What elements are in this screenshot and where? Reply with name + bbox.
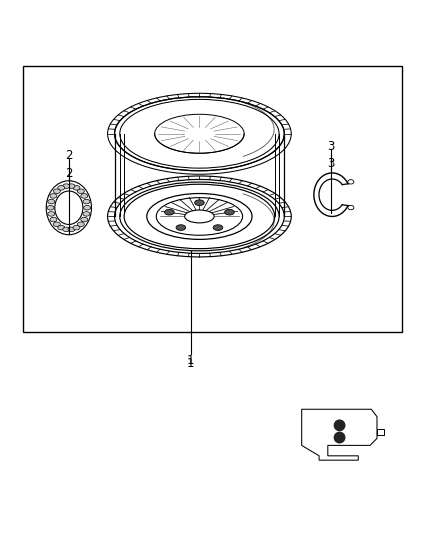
Ellipse shape: [81, 193, 88, 198]
Ellipse shape: [63, 184, 70, 188]
Ellipse shape: [124, 184, 275, 249]
Ellipse shape: [213, 225, 223, 230]
Ellipse shape: [47, 206, 54, 210]
Ellipse shape: [156, 198, 243, 235]
Text: 1: 1: [187, 353, 194, 367]
Ellipse shape: [58, 225, 65, 230]
Text: 3: 3: [328, 157, 335, 170]
Ellipse shape: [50, 217, 57, 222]
Ellipse shape: [73, 185, 80, 190]
Ellipse shape: [48, 199, 55, 204]
Ellipse shape: [68, 184, 75, 188]
Ellipse shape: [194, 200, 204, 206]
Ellipse shape: [83, 212, 90, 216]
Text: 3: 3: [328, 140, 335, 154]
Ellipse shape: [68, 227, 75, 232]
Ellipse shape: [155, 114, 244, 154]
Ellipse shape: [225, 209, 234, 215]
Ellipse shape: [185, 210, 214, 223]
Ellipse shape: [81, 217, 88, 222]
Ellipse shape: [73, 225, 80, 230]
Ellipse shape: [176, 225, 186, 230]
Polygon shape: [302, 409, 377, 460]
Ellipse shape: [147, 193, 252, 239]
Ellipse shape: [53, 222, 60, 227]
Text: 2: 2: [65, 149, 73, 162]
Ellipse shape: [83, 199, 90, 204]
Ellipse shape: [78, 189, 85, 193]
Ellipse shape: [46, 181, 92, 235]
Ellipse shape: [58, 185, 65, 190]
Ellipse shape: [115, 97, 284, 171]
Circle shape: [334, 420, 345, 431]
Ellipse shape: [50, 193, 57, 198]
Bar: [23, 66, 402, 332]
Polygon shape: [377, 429, 385, 435]
Ellipse shape: [348, 180, 354, 184]
Text: 1: 1: [187, 357, 194, 370]
Text: 2: 2: [65, 167, 73, 180]
Ellipse shape: [63, 227, 70, 232]
Ellipse shape: [48, 212, 55, 216]
Ellipse shape: [55, 191, 83, 224]
Ellipse shape: [165, 209, 174, 215]
Circle shape: [334, 432, 345, 443]
Ellipse shape: [84, 206, 91, 210]
Ellipse shape: [53, 189, 60, 193]
Ellipse shape: [78, 222, 85, 227]
Ellipse shape: [348, 205, 354, 209]
